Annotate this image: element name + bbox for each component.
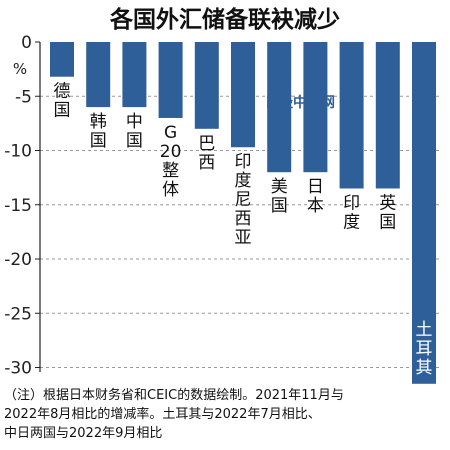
bar bbox=[339, 42, 364, 189]
bar bbox=[122, 42, 147, 108]
category-label: 英国 bbox=[379, 193, 396, 232]
y-tick-label: 0 bbox=[21, 33, 32, 53]
bar bbox=[375, 42, 400, 189]
footnote-line-2: 2022年8月相比的增减率。土耳其与2022年7月相比、 bbox=[4, 407, 321, 422]
category-label: 韩国 bbox=[90, 112, 107, 151]
y-tick-label: -5 bbox=[15, 87, 32, 107]
bar bbox=[158, 42, 183, 118]
category-label: 印度 bbox=[343, 193, 360, 232]
footnote: （注）根据日本财务省和CEIC的数据绘制。2021年11月与 2022年8月相比… bbox=[4, 386, 446, 443]
category-label: G 20 整体 bbox=[160, 123, 182, 200]
category-label: 土耳其 bbox=[416, 320, 433, 378]
footnote-line-1: （注）根据日本财务省和CEIC的数据绘制。2021年11月与 bbox=[4, 388, 344, 403]
footnote-line-3: 中日两国与2022年9月相比 bbox=[4, 426, 163, 441]
category-label: 德国 bbox=[54, 82, 71, 121]
y-tick-label: -10 bbox=[4, 142, 32, 162]
category-label: 日本 bbox=[307, 177, 324, 216]
bar bbox=[267, 42, 292, 173]
bar bbox=[412, 42, 436, 384]
bar bbox=[303, 42, 328, 173]
chart-title: 各国外汇储备联袂减少 bbox=[109, 6, 340, 33]
category-label: 中国 bbox=[126, 112, 143, 151]
y-unit-label: % bbox=[13, 60, 27, 78]
y-tick-label: -15 bbox=[4, 196, 32, 216]
bar bbox=[194, 42, 219, 129]
y-tick-label: -25 bbox=[4, 304, 32, 324]
category-label: 巴西 bbox=[198, 134, 215, 173]
bar bbox=[231, 42, 255, 148]
bar bbox=[86, 42, 111, 108]
y-tick-label: -30 bbox=[4, 359, 32, 379]
y-tick-label: -20 bbox=[4, 250, 32, 270]
category-label: 印度尼西亚 bbox=[235, 152, 252, 248]
category-label: 美国 bbox=[271, 177, 288, 216]
bar bbox=[50, 42, 74, 77]
